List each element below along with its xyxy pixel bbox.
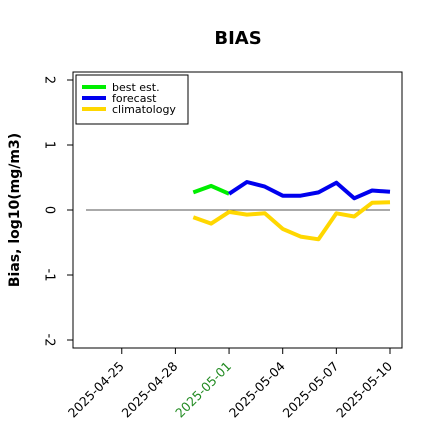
x-tick-label: 2025-05-10: [333, 358, 395, 420]
chart-title: BIAS: [214, 28, 261, 49]
series-line-forecast: [227, 180, 391, 201]
x-tick-label: 2025-05-01: [172, 359, 234, 421]
series-line-best-est: [192, 183, 230, 196]
x-tick-label: 2025-05-07: [279, 359, 341, 421]
x-axis: 2025-04-252025-04-282025-05-012025-05-04…: [65, 348, 395, 420]
y-axis: -2 -1 0 1 2: [41, 76, 73, 347]
series-line-climatology: [192, 200, 391, 242]
series-layer: [192, 180, 391, 242]
y-tick-label: -2: [41, 334, 56, 347]
y-tick-label: 2: [41, 76, 56, 84]
y-axis-label: Bias, log10(mg/m3): [7, 133, 23, 287]
y-tick-label: 0: [41, 206, 56, 214]
legend-label: best est.: [112, 81, 160, 94]
y-tick-label: -1: [41, 269, 56, 282]
x-tick-label: 2025-04-28: [119, 358, 181, 420]
x-tick-label: 2025-05-04: [226, 358, 288, 420]
legend-label: climatology: [112, 103, 176, 116]
y-tick-label: 1: [41, 141, 56, 149]
legend-label: forecast: [112, 92, 157, 105]
x-tick-label: 2025-04-25: [65, 359, 127, 421]
